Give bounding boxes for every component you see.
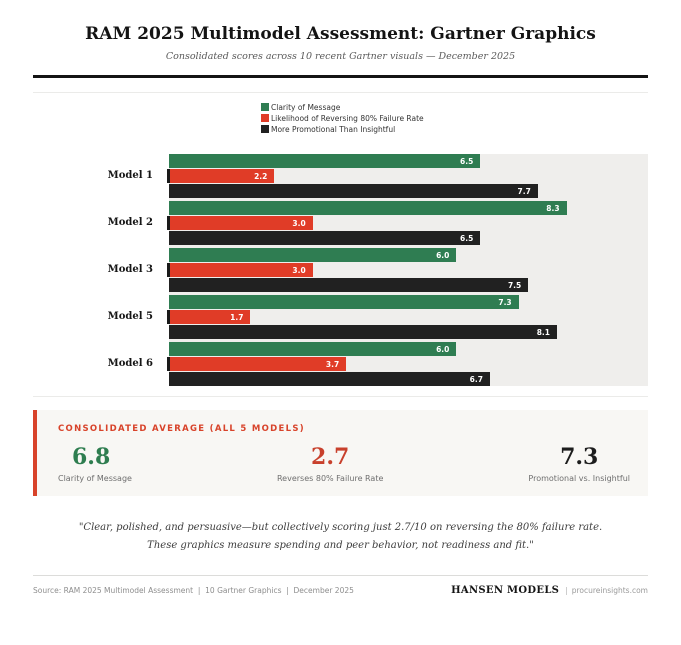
- legend-item: More Promotional Than Insightful: [261, 124, 648, 134]
- summary-stats: 6.8 Clarity of Message 2.7 Reverses 80% Fai…: [58, 445, 630, 483]
- bar-value-label: 8.3: [546, 203, 560, 213]
- stat-label: Clarity of Message: [58, 474, 132, 483]
- bar-value-label: 6.0: [436, 250, 450, 260]
- bar-row: 8.1: [169, 325, 648, 339]
- chart-plot-area: Model 1 6.5 2.2 7.7 Model 2 8.3 3.0 6.5 Model 3 6…: [108, 154, 648, 386]
- quote-line-2: These graphics measure spending and peer…: [147, 539, 534, 551]
- summary-stat: 7.3 Promotional vs. Insightful: [528, 445, 630, 483]
- category-label: Model 3: [107, 264, 153, 275]
- page: RAM 2025 Multimodel Assessment: Gartner …: [0, 24, 681, 596]
- quote-line-1: "Clear, polished, and persuasive—but col…: [78, 522, 603, 533]
- bar: 7.5: [169, 278, 529, 292]
- bar: 7.3: [169, 295, 519, 309]
- axis-tick: [167, 216, 170, 230]
- bar-row: 3.0: [169, 216, 648, 230]
- category-label: Model 5: [107, 311, 153, 322]
- bar-group: Model 1 6.5 2.2 7.7: [108, 154, 648, 198]
- bar-row: 3.7: [169, 357, 648, 371]
- bar-value-label: 6.5: [460, 233, 474, 243]
- stat-value: 7.3: [560, 444, 599, 470]
- bar-row: 7.5: [169, 278, 648, 292]
- footer: Source: RAM 2025 Multimodel Assessment |…: [33, 585, 648, 596]
- bar: 7.7: [169, 184, 538, 198]
- footer-source-text: Source: RAM 2025 Multimodel Assessment |…: [33, 586, 354, 595]
- bar: 6.5: [169, 231, 481, 245]
- bar-group: Model 6 6.0 3.7 6.7: [108, 342, 648, 386]
- stat-label: Promotional vs. Insightful: [528, 474, 630, 483]
- panel-title: CONSOLIDATED AVERAGE (ALL 5 MODELS): [58, 424, 305, 434]
- bar-group: Model 2 8.3 3.0 6.5: [108, 201, 648, 245]
- legend-swatch-icon: [261, 103, 269, 111]
- bar-value-label: 3.0: [292, 218, 306, 228]
- pull-quote: "Clear, polished, and persuasive—but col…: [33, 519, 648, 554]
- brand-name: HANSEN MODELS: [451, 585, 560, 596]
- bar-row: 1.7: [169, 310, 648, 324]
- brand-site-link: procureinsights.com: [571, 586, 648, 595]
- bar: 8.1: [169, 325, 557, 339]
- page-subtitle: Consolidated scores across 10 recent Gar…: [165, 51, 516, 62]
- consolidated-average-panel: CONSOLIDATED AVERAGE (ALL 5 MODELS) 6.8 C…: [33, 410, 648, 496]
- bar: 1.7: [169, 310, 251, 324]
- bar-row: 8.3: [169, 201, 648, 215]
- bar-value-label: 7.5: [507, 280, 522, 290]
- bar: 6.7: [169, 372, 490, 386]
- bar-row: 6.0: [169, 342, 648, 356]
- chart-legend: Clarity of Message Likelihood of Reversin…: [261, 102, 648, 134]
- footer-brand-block: HANSEN MODELS | procureinsights.com: [451, 585, 648, 596]
- legend-item: Likelihood of Reversing 80% Failure Rate: [261, 113, 648, 123]
- stat-label: Reverses 80% Failure Rate: [276, 474, 384, 483]
- axis-tick: [167, 169, 170, 183]
- legend-label: More Promotional Than Insightful: [271, 124, 396, 134]
- bar-value-label: 1.7: [230, 312, 244, 322]
- bar: 2.2: [169, 169, 275, 183]
- bar: 8.3: [169, 201, 567, 215]
- bar: 3.0: [169, 263, 313, 277]
- summary-stat: 2.7 Reverses 80% Failure Rate: [277, 445, 383, 483]
- bar-value-label: 6.0: [436, 344, 450, 354]
- bar: 6.0: [169, 342, 457, 356]
- bar-value-label: 7.7: [517, 186, 531, 196]
- legend-label: Clarity of Message: [271, 102, 341, 112]
- footer-divider: [33, 575, 648, 576]
- bar-value-label: 6.7: [469, 374, 483, 384]
- bar: 3.0: [169, 216, 313, 230]
- axis-tick: [167, 357, 170, 371]
- bar-group: Model 3 6.0 3.0 7.5: [108, 248, 648, 292]
- bar-row: 3.0: [169, 263, 648, 277]
- bar: 3.7: [169, 357, 347, 371]
- bar-value-label: 8.1: [536, 327, 550, 337]
- stat-value: 2.7: [311, 444, 350, 470]
- bar-row: 6.5: [169, 231, 648, 245]
- bar-row: 6.7: [169, 372, 648, 386]
- bar: 6.0: [169, 248, 457, 262]
- bar-row: 7.3: [169, 295, 648, 309]
- bar-value-label: 7.3: [498, 297, 512, 307]
- bar-row: 7.7: [169, 184, 648, 198]
- category-label: Model 6: [107, 358, 153, 369]
- stat-value: 6.8: [72, 444, 111, 470]
- bar-row: 2.2: [169, 169, 648, 183]
- legend-swatch-icon: [261, 114, 269, 122]
- legend-item: Clarity of Message: [261, 102, 648, 112]
- bar-value-label: 3.0: [292, 265, 306, 275]
- axis-tick: [167, 310, 170, 324]
- category-label: Model 2: [107, 217, 153, 228]
- header-divider: [33, 75, 648, 78]
- legend-label: Likelihood of Reversing 80% Failure Rate: [271, 113, 424, 123]
- bar-value-label: 6.5: [460, 156, 474, 166]
- bar-value-label: 2.2: [254, 171, 268, 181]
- bar-group: Model 5 7.3 1.7 8.1: [108, 295, 648, 339]
- legend-swatch-icon: [261, 125, 269, 133]
- summary-stat: 6.8 Clarity of Message: [58, 445, 132, 483]
- axis-tick: [167, 263, 170, 277]
- page-title: RAM 2025 Multimodel Assessment: Gartner …: [85, 24, 596, 44]
- category-label: Model 1: [107, 170, 153, 181]
- bar-chart: Model 1 6.5 2.2 7.7 Model 2 8.3 3.0 6.5 Model 3 6…: [33, 154, 648, 386]
- bar-value-label: 3.7: [325, 359, 340, 369]
- bar: 6.5: [169, 154, 481, 168]
- bar-row: 6.5: [169, 154, 648, 168]
- chart-figure: Clarity of Message Likelihood of Reversin…: [33, 92, 648, 397]
- bar-row: 6.0: [169, 248, 648, 262]
- brand-separator: |: [565, 586, 568, 595]
